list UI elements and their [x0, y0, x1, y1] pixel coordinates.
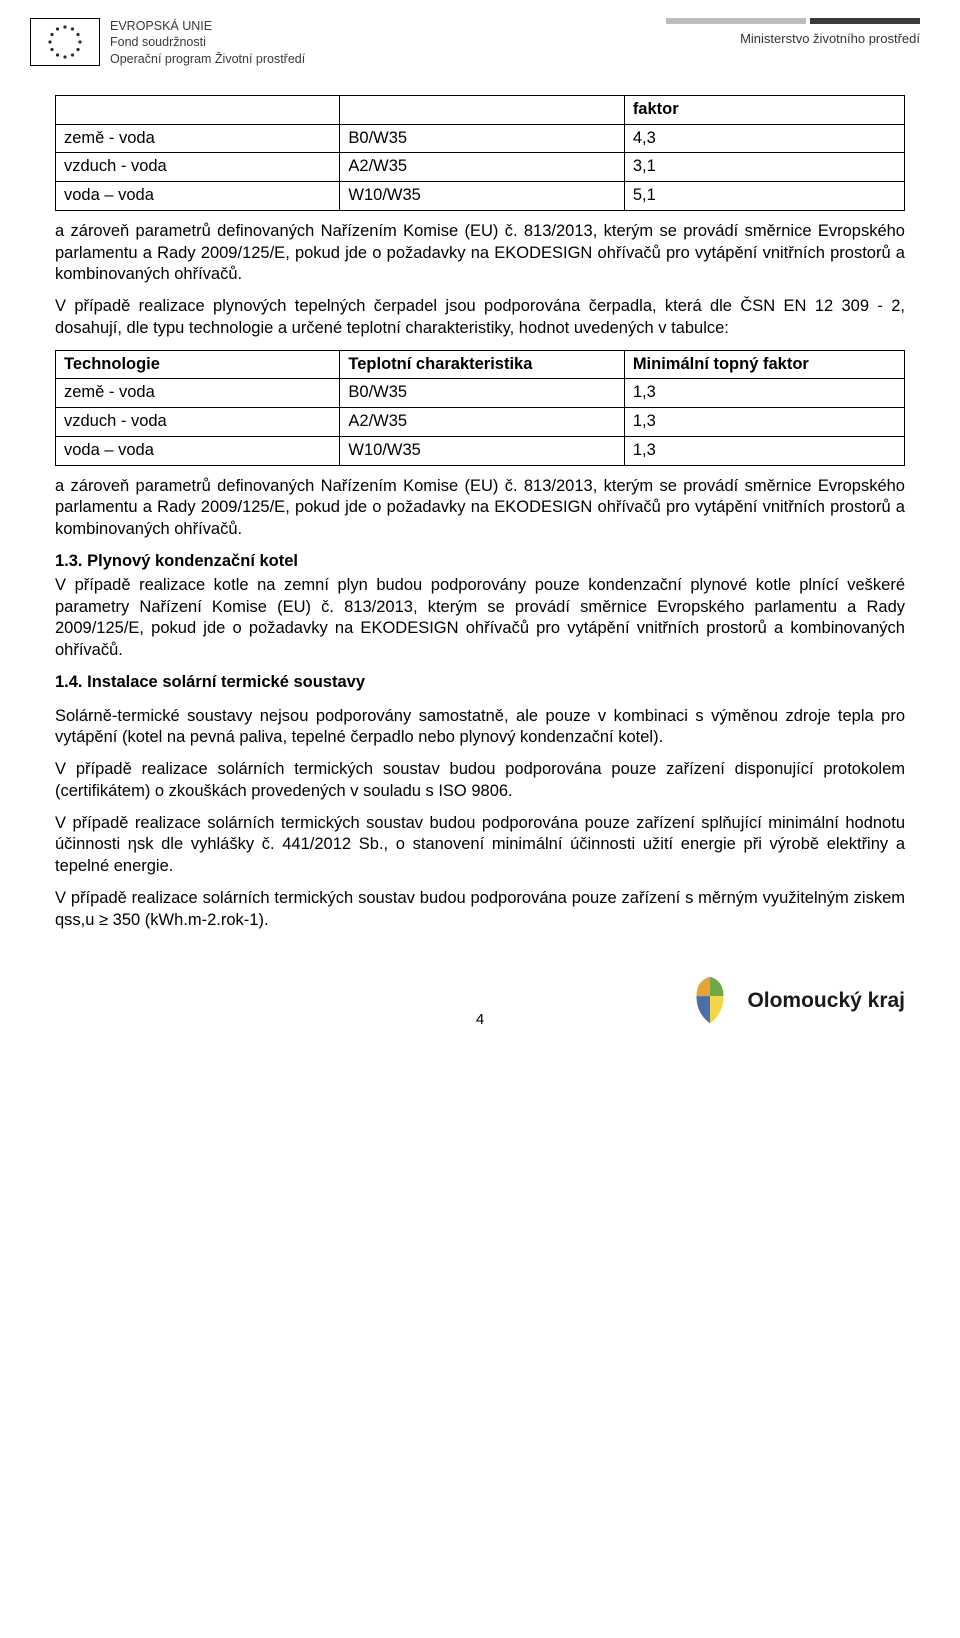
paragraph: a zároveň parametrů definovaných Nařízen… — [55, 476, 905, 541]
table-row: voda – voda W10/W35 1,3 — [56, 436, 905, 465]
header-right: Ministerstvo životního prostředí — [666, 18, 920, 47]
table-row: země - voda B0/W35 1,3 — [56, 379, 905, 408]
table-cell: 5,1 — [624, 182, 904, 211]
table-cell: W10/W35 — [340, 436, 624, 465]
table-cell: země - voda — [56, 379, 340, 408]
table-cell — [340, 95, 624, 124]
table-row: Technologie Teplotní charakteristika Min… — [56, 350, 905, 379]
eu-flag-icon — [30, 18, 100, 66]
heading-1-3: 1.3. Plynový kondenzační kotel — [55, 551, 905, 573]
table-header-cell: Technologie — [56, 350, 340, 379]
header-bars — [666, 18, 920, 24]
table-cell: 3,1 — [624, 153, 904, 182]
table-header-cell: Teplotní charakteristika — [340, 350, 624, 379]
footer-logo-text: Olomoucký kraj — [747, 987, 905, 1015]
page-header: EVROPSKÁ UNIE Fond soudržnosti Operační … — [0, 0, 960, 75]
header-left: EVROPSKÁ UNIE Fond soudržnosti Operační … — [30, 18, 305, 67]
page-content: faktor země - voda B0/W35 4,3 vzduch - v… — [0, 75, 960, 952]
heading-1-4: 1.4. Instalace solární termické soustavy — [55, 672, 905, 694]
table-cell: země - voda — [56, 124, 340, 153]
page-number: 4 — [476, 1010, 484, 1030]
olomoucky-kraj-icon — [681, 971, 739, 1029]
table-header-cell: Minimální topný faktor — [624, 350, 904, 379]
paragraph: V případě realizace solárních termických… — [55, 813, 905, 878]
paragraph: Solárně-termické soustavy nejsou podporo… — [55, 706, 905, 750]
header-bar-light — [666, 18, 806, 24]
header-bar-dark — [810, 18, 920, 24]
table-cell — [56, 95, 340, 124]
table-cell: W10/W35 — [340, 182, 624, 211]
table-cell: A2/W35 — [340, 153, 624, 182]
table-cell: B0/W35 — [340, 379, 624, 408]
table-row: vzduch - voda A2/W35 3,1 — [56, 153, 905, 182]
table-cell: B0/W35 — [340, 124, 624, 153]
paragraph: V případě realizace solárních termických… — [55, 888, 905, 932]
table-row: země - voda B0/W35 4,3 — [56, 124, 905, 153]
footer-logo: Olomoucký kraj — [681, 971, 905, 1029]
ministry-label: Ministerstvo životního prostředí — [666, 30, 920, 47]
table-1: faktor země - voda B0/W35 4,3 vzduch - v… — [55, 95, 905, 211]
eu-line1: EVROPSKÁ UNIE — [110, 18, 305, 34]
table-cell: 1,3 — [624, 436, 904, 465]
page-footer: 4 Olomoucký kraj — [0, 951, 960, 1059]
table-cell: 4,3 — [624, 124, 904, 153]
table-row: vzduch - voda A2/W35 1,3 — [56, 408, 905, 437]
eu-line2: Fond soudržnosti — [110, 34, 305, 50]
table-header-cell: faktor — [624, 95, 904, 124]
table-cell: vzduch - voda — [56, 153, 340, 182]
eu-line3: Operační program Životní prostředí — [110, 51, 305, 67]
table-row: faktor — [56, 95, 905, 124]
table-cell: 1,3 — [624, 379, 904, 408]
paragraph: V případě realizace plynových tepelných … — [55, 296, 905, 340]
paragraph: V případě realizace solárních termických… — [55, 759, 905, 803]
table-cell: voda – voda — [56, 182, 340, 211]
table-2: Technologie Teplotní charakteristika Min… — [55, 350, 905, 466]
table-cell: voda – voda — [56, 436, 340, 465]
paragraph: V případě realizace kotle na zemní plyn … — [55, 575, 905, 662]
table-cell: vzduch - voda — [56, 408, 340, 437]
header-eu-text: EVROPSKÁ UNIE Fond soudržnosti Operační … — [110, 18, 305, 67]
table-row: voda – voda W10/W35 5,1 — [56, 182, 905, 211]
table-cell: 1,3 — [624, 408, 904, 437]
paragraph: a zároveň parametrů definovaných Nařízen… — [55, 221, 905, 286]
table-cell: A2/W35 — [340, 408, 624, 437]
